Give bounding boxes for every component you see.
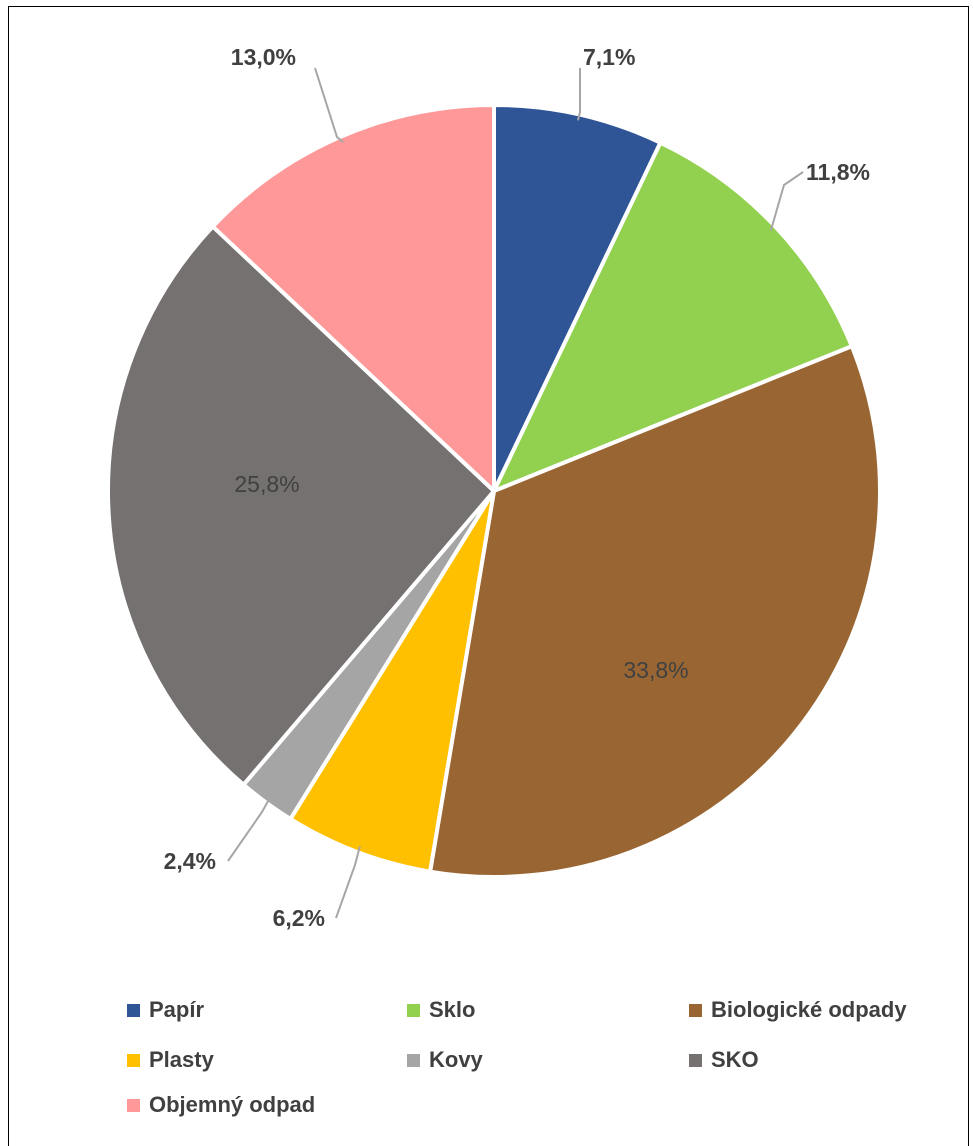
legend-label: Objemný odpad bbox=[149, 1092, 316, 1117]
legend-item-biologicke-odpady: Biologické odpady bbox=[689, 995, 907, 1025]
pie-slice-objemny-odpad bbox=[210, 103, 496, 493]
legend-swatch bbox=[407, 1003, 420, 1017]
legend-label: Kovy bbox=[429, 1047, 483, 1072]
pie-slice-biologicke-odpady bbox=[428, 344, 882, 879]
legend-swatch bbox=[689, 1003, 702, 1017]
data-labels: 7,1% 11,8% 33,8% 6,2% 2,4% 25,8% 13,0% bbox=[164, 44, 870, 931]
data-label-biologicke-odpady: 33,8% bbox=[623, 657, 688, 683]
data-label-sko: 25,8% bbox=[234, 471, 299, 497]
legend-item-sko: SKO bbox=[689, 1045, 759, 1075]
leader-line-kovy bbox=[227, 797, 271, 862]
legend-swatch bbox=[127, 1003, 140, 1017]
data-label-objemny-odpad: 13,0% bbox=[231, 44, 296, 70]
legend-item-papir: Papír bbox=[127, 995, 204, 1025]
data-label-kovy: 2,4% bbox=[164, 848, 216, 874]
legend-label: Biologické odpady bbox=[711, 997, 907, 1022]
legend-label: SKO bbox=[711, 1047, 759, 1072]
legend-item-sklo: Sklo bbox=[407, 995, 475, 1025]
legend-swatch bbox=[127, 1053, 140, 1067]
data-label-plasty: 6,2% bbox=[273, 905, 325, 931]
legend-swatch bbox=[407, 1053, 420, 1067]
leader-line-plasty bbox=[335, 846, 361, 919]
legend-swatch bbox=[127, 1098, 140, 1112]
legend-item-plasty: Plasty bbox=[127, 1045, 214, 1075]
chart-frame bbox=[8, 6, 969, 1146]
legend-label: Papír bbox=[149, 997, 205, 1022]
pie-slices bbox=[106, 103, 882, 879]
pie-slice-sklo bbox=[492, 140, 854, 493]
data-label-sklo: 11,8% bbox=[806, 159, 870, 185]
legend-item-kovy: Kovy bbox=[407, 1045, 483, 1075]
legend-label: Sklo bbox=[429, 997, 476, 1022]
leader-line-objemny-odpad bbox=[314, 67, 344, 143]
legend-label: Plasty bbox=[149, 1047, 214, 1072]
leader-line-papir bbox=[577, 68, 581, 121]
leader-line-sklo bbox=[769, 171, 804, 231]
label-leader-lines bbox=[227, 67, 804, 919]
legend-swatch bbox=[689, 1053, 702, 1067]
pie-slice-sko bbox=[106, 224, 496, 787]
legend-item-objemny-odpad: Objemný odpad bbox=[127, 1090, 315, 1120]
data-label-papir: 7,1% bbox=[583, 44, 635, 70]
